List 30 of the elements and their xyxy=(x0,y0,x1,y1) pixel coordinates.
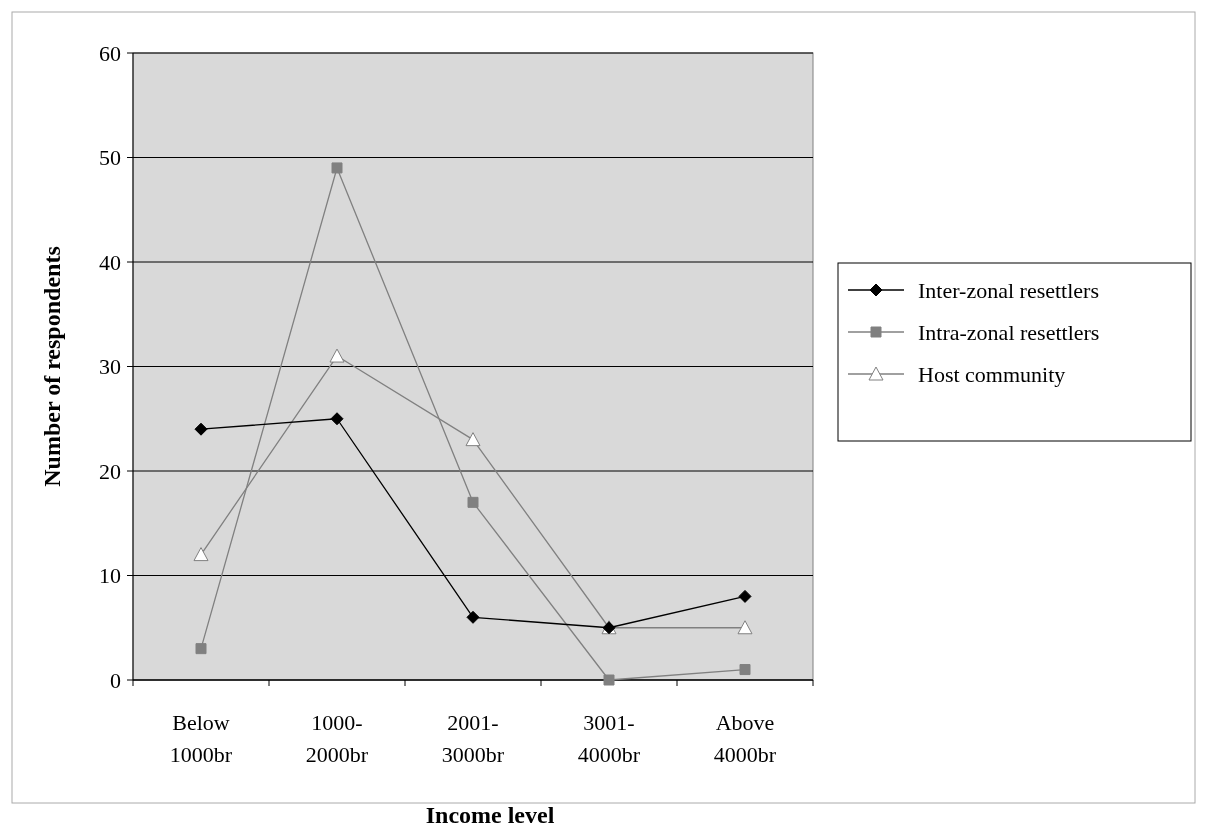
x-tick-label: Above 4000br xyxy=(713,710,777,767)
y-tick-label: 60 xyxy=(99,40,121,66)
y-axis-title: Number of respondents xyxy=(39,246,65,487)
y-tick-label: 50 xyxy=(99,145,121,171)
point xyxy=(603,674,615,686)
point xyxy=(465,432,481,447)
point xyxy=(467,496,479,508)
point xyxy=(194,422,208,436)
y-tick-label: 40 xyxy=(99,249,121,275)
x-tick-label: 1000-2000br xyxy=(305,710,369,767)
point xyxy=(739,664,751,676)
y-tick-label: 10 xyxy=(99,563,121,589)
point xyxy=(329,348,345,363)
point xyxy=(193,547,209,562)
x-axis-title: Income level xyxy=(425,802,555,828)
legend-label: Intra-zonal resettlers xyxy=(918,319,1100,345)
point xyxy=(331,162,343,174)
point xyxy=(195,643,207,655)
y-tick-label: 30 xyxy=(99,354,121,380)
y-tick-label: 20 xyxy=(99,458,121,484)
point xyxy=(330,412,344,426)
point xyxy=(737,620,753,635)
x-tick-label: 2001-3000br xyxy=(441,710,505,767)
legend-label: Host community xyxy=(918,361,1066,387)
x-tick-label: Below 1000br xyxy=(169,710,233,767)
point xyxy=(738,589,752,603)
y-tick-label: 0 xyxy=(110,667,121,693)
point xyxy=(466,610,480,624)
x-tick-label: 3001-4000br xyxy=(577,710,641,767)
legend-label: Inter-zonal resettlers xyxy=(918,277,1099,303)
